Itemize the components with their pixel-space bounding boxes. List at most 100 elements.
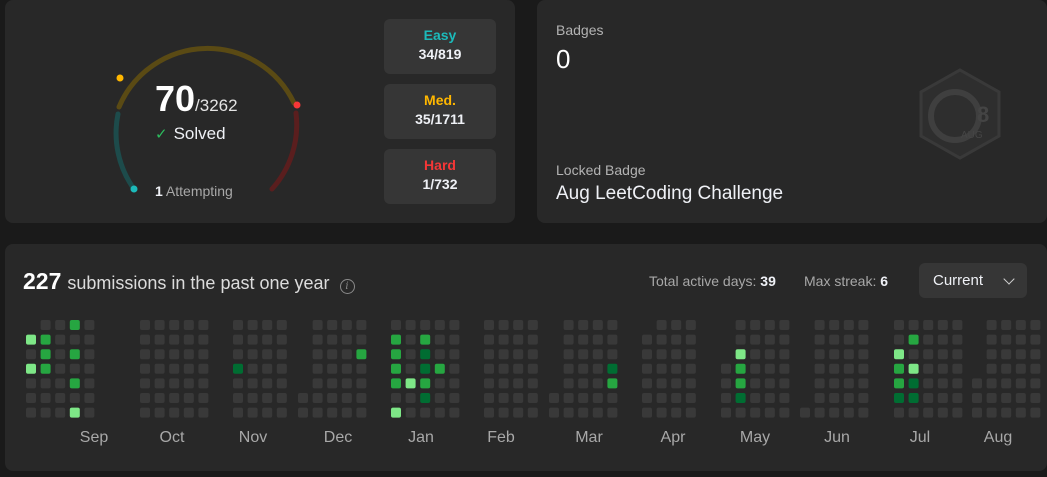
- heatmap-cell[interactable]: [843, 407, 854, 418]
- heatmap-cell[interactable]: [420, 349, 431, 360]
- heatmap-cell[interactable]: [779, 349, 790, 360]
- heatmap-cell[interactable]: [327, 320, 338, 330]
- heatmap-cell[interactable]: [484, 393, 494, 403]
- heatmap-cell[interactable]: [247, 393, 258, 403]
- heatmap-cell[interactable]: [779, 407, 790, 418]
- heatmap-cell[interactable]: [685, 407, 696, 418]
- heatmap-cell[interactable]: [434, 363, 445, 374]
- heatmap-cell[interactable]: [247, 378, 258, 389]
- heatmap-cell[interactable]: [341, 378, 352, 389]
- heatmap-cell[interactable]: [563, 393, 574, 403]
- heatmap-cell[interactable]: [69, 320, 80, 330]
- heatmap-cell[interactable]: [972, 393, 982, 403]
- heatmap-cell[interactable]: [858, 349, 869, 360]
- heatmap-cell[interactable]: [858, 363, 869, 374]
- heatmap-cell[interactable]: [814, 378, 825, 389]
- heatmap-cell[interactable]: [449, 349, 460, 360]
- heatmap-cell[interactable]: [198, 320, 209, 330]
- heatmap-cell[interactable]: [513, 363, 524, 374]
- heatmap-cell[interactable]: [434, 320, 445, 330]
- heatmap-cell[interactable]: [894, 378, 904, 389]
- heatmap-cell[interactable]: [894, 407, 904, 418]
- heatmap-cell[interactable]: [656, 320, 667, 330]
- heatmap-cell[interactable]: [656, 349, 667, 360]
- heatmap-cell[interactable]: [671, 393, 682, 403]
- heatmap-cell[interactable]: [656, 334, 667, 345]
- hard-stat[interactable]: Hard 1/732: [384, 149, 496, 204]
- heatmap-cell[interactable]: [498, 320, 509, 330]
- heatmap-cell[interactable]: [140, 393, 150, 403]
- locked-badge-icon[interactable]: 8 AUG: [917, 68, 1003, 160]
- heatmap-cell[interactable]: [563, 334, 574, 345]
- heatmap-cell[interactable]: [183, 393, 194, 403]
- heatmap-cell[interactable]: [592, 320, 603, 330]
- heatmap-cell[interactable]: [656, 407, 667, 418]
- heatmap-cell[interactable]: [198, 378, 209, 389]
- heatmap-cell[interactable]: [40, 407, 51, 418]
- heatmap-cell[interactable]: [563, 407, 574, 418]
- heatmap-cell[interactable]: [420, 320, 431, 330]
- heatmap-cell[interactable]: [327, 393, 338, 403]
- heatmap-cell[interactable]: [434, 349, 445, 360]
- heatmap-cell[interactable]: [84, 334, 95, 345]
- heatmap-cell[interactable]: [750, 378, 761, 389]
- heatmap-cell[interactable]: [69, 407, 80, 418]
- heatmap-cell[interactable]: [908, 363, 919, 374]
- heatmap-cell[interactable]: [735, 334, 746, 345]
- heatmap-cell[interactable]: [642, 363, 652, 374]
- heatmap-cell[interactable]: [391, 363, 401, 374]
- heatmap-cell[interactable]: [642, 378, 652, 389]
- heatmap-cell[interactable]: [69, 363, 80, 374]
- heatmap-cell[interactable]: [484, 363, 494, 374]
- heatmap-cell[interactable]: [484, 349, 494, 360]
- heatmap-cell[interactable]: [405, 378, 416, 389]
- heatmap-cell[interactable]: [434, 393, 445, 403]
- heatmap-cell[interactable]: [671, 320, 682, 330]
- heatmap-cell[interactable]: [356, 407, 367, 418]
- heatmap-cell[interactable]: [233, 363, 243, 374]
- heatmap-cell[interactable]: [685, 363, 696, 374]
- heatmap-cell[interactable]: [937, 407, 948, 418]
- heatmap-cell[interactable]: [671, 334, 682, 345]
- heatmap-cell[interactable]: [563, 320, 574, 330]
- heatmap-cell[interactable]: [764, 363, 775, 374]
- heatmap-cell[interactable]: [986, 349, 997, 360]
- heatmap-cell[interactable]: [952, 334, 963, 345]
- heatmap-cell[interactable]: [391, 407, 401, 418]
- heatmap-cell[interactable]: [607, 378, 618, 389]
- heatmap-cell[interactable]: [1030, 349, 1041, 360]
- heatmap-cell[interactable]: [341, 407, 352, 418]
- heatmap-cell[interactable]: [1015, 320, 1026, 330]
- heatmap-cell[interactable]: [405, 334, 416, 345]
- heatmap-cell[interactable]: [671, 407, 682, 418]
- heatmap-cell[interactable]: [764, 349, 775, 360]
- heatmap-cell[interactable]: [923, 393, 934, 403]
- heatmap-cell[interactable]: [721, 378, 731, 389]
- heatmap-cell[interactable]: [592, 407, 603, 418]
- heatmap-cell[interactable]: [908, 393, 919, 403]
- heatmap-cell[interactable]: [685, 393, 696, 403]
- heatmap-cell[interactable]: [26, 393, 36, 403]
- heatmap-cell[interactable]: [327, 378, 338, 389]
- heatmap-cell[interactable]: [578, 407, 589, 418]
- heatmap-cell[interactable]: [1001, 349, 1012, 360]
- heatmap-cell[interactable]: [276, 334, 287, 345]
- heatmap-cell[interactable]: [527, 393, 538, 403]
- heatmap-cell[interactable]: [55, 320, 66, 330]
- heatmap-cell[interactable]: [154, 393, 165, 403]
- heatmap-cell[interactable]: [513, 378, 524, 389]
- heatmap-cell[interactable]: [952, 407, 963, 418]
- heatmap-cell[interactable]: [84, 349, 95, 360]
- heatmap-cell[interactable]: [1001, 393, 1012, 403]
- heatmap-cell[interactable]: [140, 407, 150, 418]
- heatmap-cell[interactable]: [750, 320, 761, 330]
- heatmap-cell[interactable]: [233, 320, 243, 330]
- heatmap-cell[interactable]: [40, 349, 51, 360]
- heatmap-cell[interactable]: [420, 363, 431, 374]
- heatmap-cell[interactable]: [986, 393, 997, 403]
- heatmap-cell[interactable]: [814, 349, 825, 360]
- heatmap-cell[interactable]: [341, 334, 352, 345]
- heatmap-cell[interactable]: [198, 349, 209, 360]
- heatmap-cell[interactable]: [140, 378, 150, 389]
- heatmap-cell[interactable]: [405, 363, 416, 374]
